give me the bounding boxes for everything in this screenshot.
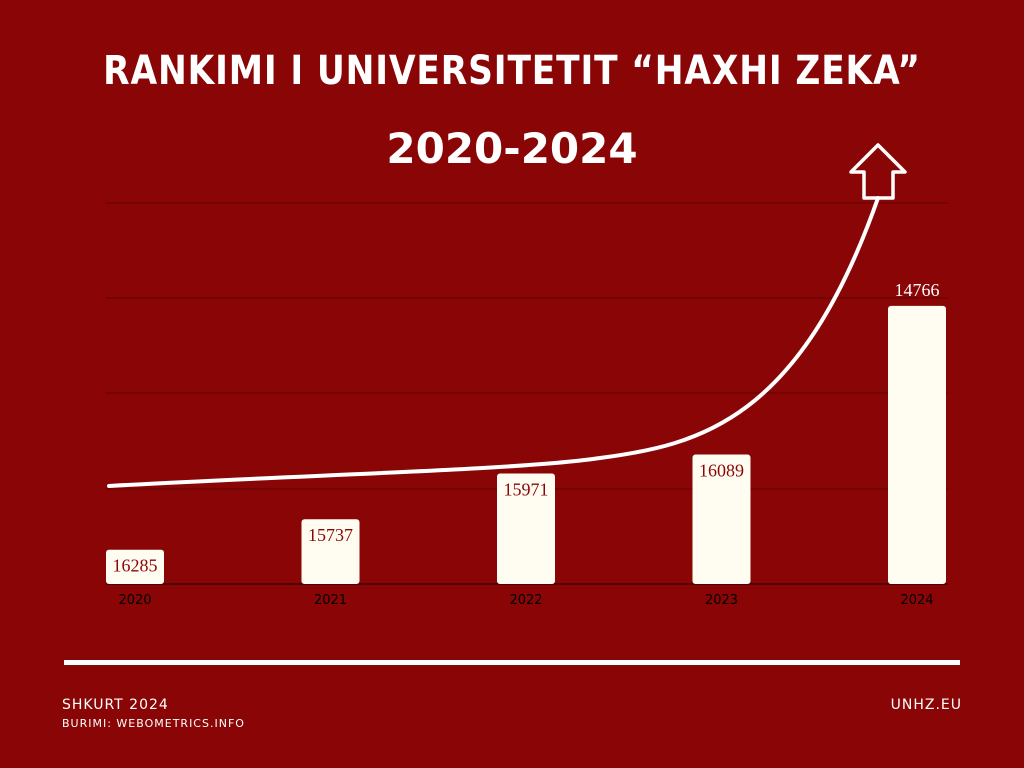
bar-2024 — [888, 305, 946, 584]
tick-label-2020: 2020 — [118, 593, 151, 608]
footer-site: UNHZ.EU — [890, 697, 962, 713]
tick-label-2021: 2021 — [314, 593, 347, 608]
chart-title: RANKIMI I UNIVERSITETIT “HAXHI ZEKA” — [103, 48, 921, 94]
tick-label-2023: 2023 — [705, 593, 738, 608]
value-label-2023: 16089 — [699, 460, 744, 480]
trend-curve — [107, 196, 880, 488]
value-label-2022: 15971 — [504, 480, 549, 500]
footer-date: SHKURT 2024 — [62, 697, 169, 713]
value-label-2021: 15737 — [308, 525, 353, 545]
value-label-2020: 16285 — [113, 556, 158, 576]
bar-2021 — [301, 519, 360, 584]
bar-2022 — [497, 473, 555, 584]
footer-source: BURIMI: WEBOMETRICS.INFO — [62, 717, 245, 730]
trend-arrow-icon — [849, 143, 907, 200]
value-label-2024: 14766 — [895, 280, 940, 300]
bar-2023 — [692, 454, 751, 584]
footer-divider — [64, 660, 960, 665]
bar-2020 — [106, 549, 164, 584]
tick-label-2022: 2022 — [509, 593, 542, 608]
chart-subtitle: 2020-2024 — [386, 124, 638, 173]
tick-label-2024: 2024 — [900, 593, 933, 608]
